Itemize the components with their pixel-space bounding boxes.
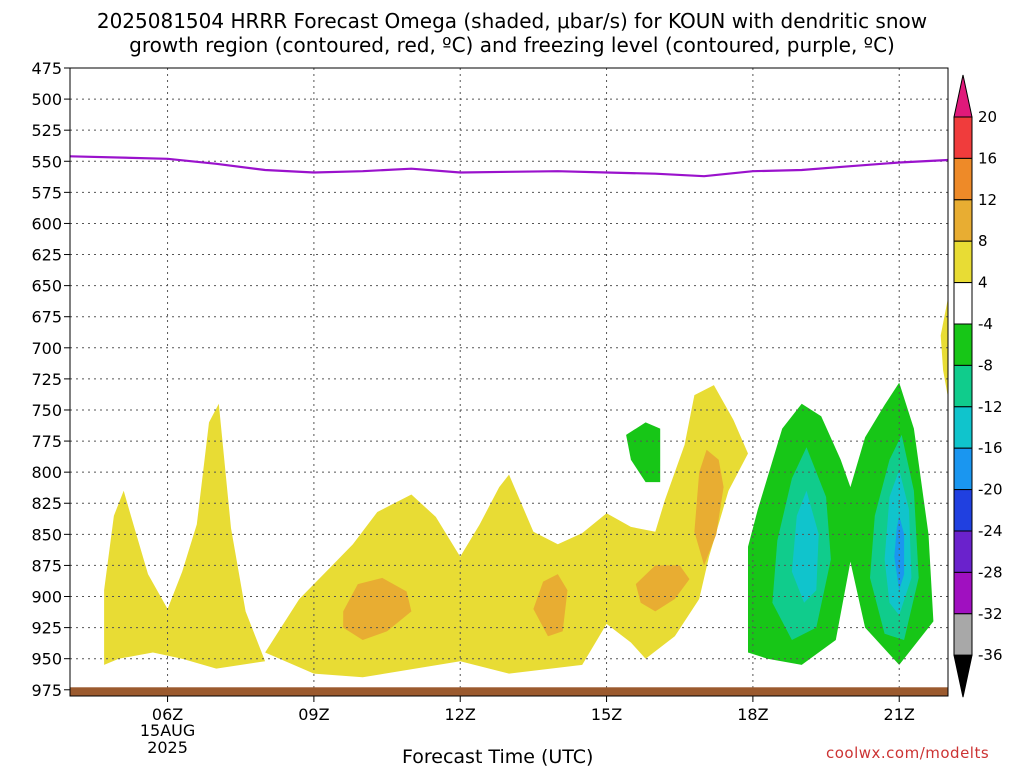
colorbar-label--32: -32 [978,605,1003,623]
omega-region-4_8-13 [940,298,948,398]
y-tick-label-850: 850 [31,525,62,544]
omega-region--16_-12-10 [791,490,819,603]
omega-shading [104,298,948,678]
y-axis: 475 500 525 550 575 600 625 650 675 700 725 750 775 8… [31,59,70,700]
freezing-level [69,155,949,178]
colorbar-swatch-4_8 [953,240,973,284]
colorbar-label--8: -8 [978,356,993,374]
omega-region-4_8-1 [265,385,748,678]
colorbar-label-12: 12 [978,191,997,209]
colorbar-label-20: 20 [978,108,997,126]
omega-region-8_12-2 [343,577,412,640]
colorbar-swatch--16_-12 [953,406,973,449]
colorbar-swatch-8_12 [953,199,973,242]
colorbar-swatch--24_-20 [953,489,973,532]
y-tick-label-550: 550 [31,152,62,171]
y-tick-label-775: 775 [31,432,62,451]
y-tick-label-475: 475 [31,59,62,78]
colorbar-label--28: -28 [978,563,1003,581]
colorbar-label-4: 4 [978,274,988,292]
chart-title-line2: growth region (contoured, red, ºC) and f… [129,33,895,57]
x-tick-label-12Z: 12Z [445,705,476,724]
x-tick-label-06Z: 06Z [152,705,183,724]
colorbar-label--4: -4 [978,315,993,333]
colorbar-swatch--20_-16 [953,447,973,491]
freezing-level-line [69,155,949,178]
colorbar-swatch--12_-8 [953,364,973,408]
y-tick-label-900: 900 [31,588,62,607]
y-tick-label-975: 975 [31,681,62,700]
y-tick-label-725: 725 [31,370,62,389]
chart-title-line1: 2025081504 HRRR Forecast Omega (shaded, … [96,9,928,33]
watermark: coolwx.com/modelts [826,744,990,762]
colorbar-label--12: -12 [978,398,1003,416]
x-tick-label-18Z: 18Z [737,705,768,724]
colorbar-swatch--36_-32 [953,613,973,656]
x-axis-label: Forecast Time (UTC) [402,746,594,768]
y-tick-label-950: 950 [31,650,62,669]
y-tick-label-575: 575 [31,183,62,202]
colorbar-swatch-16_20 [953,116,973,159]
x-tick-label-09Z: 09Z [298,705,329,724]
omega-region--8_-4-6 [626,422,661,483]
surface-band-fill [70,687,948,696]
colorbar-label--16: -16 [978,439,1003,457]
colorbar-label--36: -36 [978,646,1003,664]
y-tick-label-750: 750 [31,401,62,420]
omega-region-8_12-5 [694,449,724,566]
y-tick-label-525: 525 [31,121,62,140]
omega-region-4_8-0 [104,403,266,669]
y-tick-label-625: 625 [31,246,62,265]
x-tick-date: 15AUG [140,721,195,740]
surface-band [70,687,948,696]
y-tick-label-925: 925 [31,619,62,638]
colorbar: 20 16 12 8 4 -4 -8 -12 -16 -20 -24 -28 -32 -36 [953,74,1003,698]
y-tick-label-825: 825 [31,494,62,513]
colorbar-label--20: -20 [978,481,1003,499]
x-tick-label-15Z: 15Z [591,705,622,724]
colorbar-arrow-top [953,74,973,118]
y-tick-label-650: 650 [31,277,62,296]
y-tick-label-500: 500 [31,90,62,109]
colorbar-swatch-12_16 [953,157,973,201]
omega-region-8_12-3 [533,574,568,637]
x-tick-label-21Z: 21Z [884,705,915,724]
colorbar-label-8: 8 [978,232,988,250]
colorbar-label--24: -24 [978,522,1003,540]
plot-frame [69,67,949,697]
colorbar-swatch--4_4 [953,282,973,325]
colorbar-swatch--8_-4 [953,323,973,366]
colorbar-swatch--28_-24 [953,530,973,573]
y-tick-label-700: 700 [31,339,62,358]
colorbar-label-16: 16 [978,149,997,167]
y-tick-label-675: 675 [31,308,62,327]
omega-region--20_-16-12 [894,515,905,591]
colorbar-arrow-bottom [953,654,973,698]
y-tick-label-875: 875 [31,556,62,575]
y-tick-label-600: 600 [31,214,62,233]
y-tick-label-800: 800 [31,463,62,482]
omega-region-8_12-4 [635,565,690,612]
colorbar-swatch--32_-28 [953,571,973,615]
x-tick-year: 2025 [147,738,188,757]
